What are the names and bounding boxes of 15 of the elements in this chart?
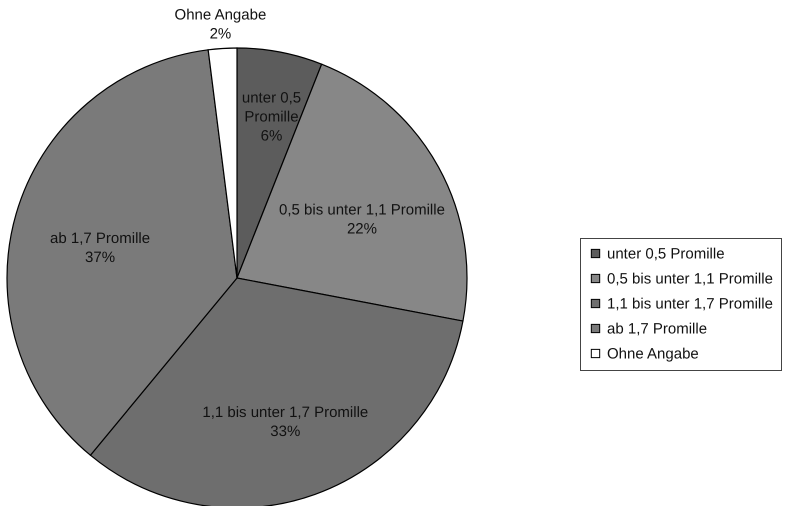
- legend-label: 0,5 bis unter 1,1 Promille: [607, 270, 773, 288]
- legend-label: 1,1 bis unter 1,7 Promille: [607, 296, 773, 312]
- data-label: 6%: [260, 127, 282, 144]
- slice-label: unter 0,5 Promille: [242, 89, 302, 126]
- data-label: 22%: [346, 220, 377, 238]
- slice-label: ab 1,7 Promille: [50, 230, 150, 248]
- legend-label: Ohne Angabe: [607, 346, 699, 362]
- slice-label: Ohne Angabe: [174, 6, 266, 24]
- legend-label: ab 1,7 Promille: [607, 320, 708, 338]
- data-label: 33%: [270, 423, 300, 440]
- data-label: 2%: [210, 26, 232, 43]
- slice-label: 1,1 bis unter 1,7 Promille: [202, 404, 368, 422]
- data-label: 37%: [85, 249, 116, 266]
- slice-label: 0,5 bis unter 1,1 Promille: [279, 201, 445, 218]
- legend-label: unter 0,5 Promille: [607, 246, 725, 262]
